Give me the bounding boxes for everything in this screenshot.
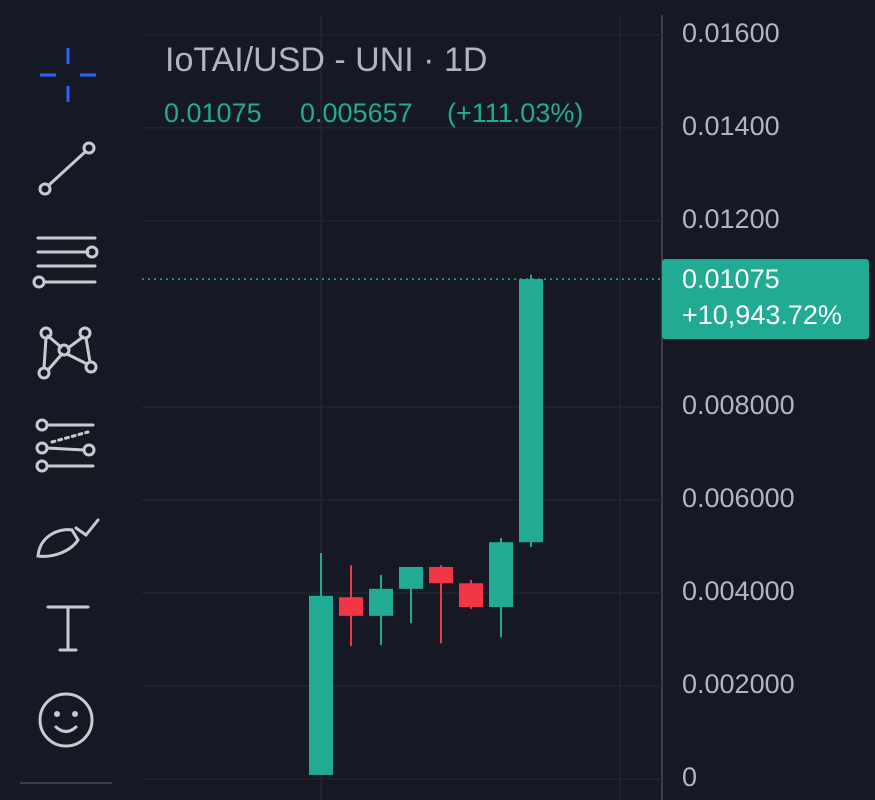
y-tick-label: 0.01400 bbox=[682, 111, 780, 141]
y-tick-label: 0.006000 bbox=[682, 483, 795, 513]
candle-body bbox=[429, 566, 453, 584]
emoji-tool[interactable] bbox=[38, 692, 94, 748]
change-value: 0.005657 bbox=[300, 98, 413, 128]
price-tag bbox=[662, 259, 869, 340]
brush-tool[interactable] bbox=[36, 518, 100, 558]
candle-body bbox=[489, 542, 513, 607]
chart-title: IoTAI/USD - UNI · 1D bbox=[165, 41, 487, 79]
candle-body bbox=[309, 595, 333, 775]
price-tag-change: +10,943.72% bbox=[682, 300, 842, 330]
y-tick-label: 0.01200 bbox=[682, 204, 780, 234]
fib-tool[interactable] bbox=[32, 236, 99, 289]
candle-body bbox=[519, 279, 543, 543]
last-price: 0.01075 bbox=[164, 98, 262, 128]
candle-body bbox=[399, 566, 423, 589]
y-tick-label: 0 bbox=[682, 762, 697, 792]
prediction-tool[interactable] bbox=[35, 418, 96, 473]
candle-body bbox=[459, 583, 483, 607]
y-tick-label: 0.008000 bbox=[682, 390, 795, 420]
candle-body bbox=[339, 597, 363, 616]
y-tick-label: 0.01600 bbox=[682, 18, 780, 48]
toolbar bbox=[20, 48, 112, 784]
price-tag-value: 0.01075 bbox=[682, 264, 780, 294]
text-tool[interactable] bbox=[46, 605, 90, 652]
candle-body bbox=[369, 588, 393, 616]
pattern-tool[interactable] bbox=[37, 326, 98, 380]
y-tick-label: 0.002000 bbox=[682, 669, 795, 699]
change-percent: (+111.03%) bbox=[447, 98, 583, 128]
trend-line-tool[interactable] bbox=[38, 141, 96, 196]
y-tick-label: 0.004000 bbox=[682, 576, 795, 606]
crosshair-tool[interactable] bbox=[40, 48, 96, 102]
